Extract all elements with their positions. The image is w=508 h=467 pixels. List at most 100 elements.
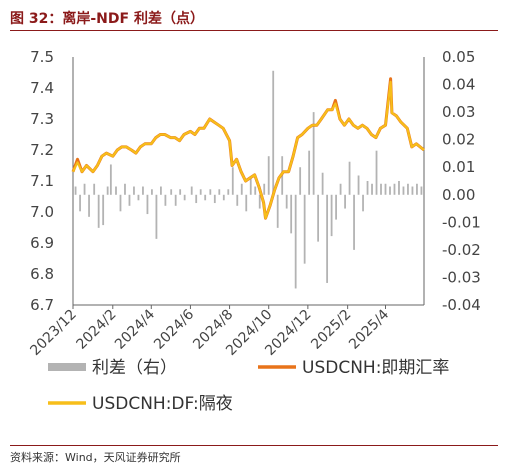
spread-bar [308,150,311,195]
legend-label: USDCNH:即期汇率 [302,358,449,378]
spread-bar [267,156,270,195]
right-tick-label: 0.04 [442,76,475,94]
title-rule [10,30,498,31]
left-tick-label: 6.7 [30,296,54,314]
spread-bar [109,164,112,195]
spread-bar [209,189,212,195]
spread-bar [190,186,193,195]
spread-bar [151,189,153,195]
spread-bar [285,194,288,209]
spread-bar [411,186,414,195]
plot-area [71,57,425,306]
spread-bar [204,194,207,201]
spread-bar [133,186,135,195]
spread-bar [272,70,275,195]
spread-bar [393,183,396,195]
spread-bar [170,189,173,195]
spread-bar [312,112,315,195]
x-tick-label: 2024/4 [112,306,158,352]
right-tick-label: 0.01 [442,158,475,176]
spread-bar [357,175,360,195]
chart-svg: 7.5 7.4 7.3 7.2 7.1 7.0 6.9 6.8 6.7 0.05 0.04 0.03… [27,48,481,414]
footer-rule [10,445,498,446]
spread-bar [231,167,234,195]
spread-bar [227,189,230,195]
spread-bar [294,194,297,289]
left-tick-label: 7.3 [30,110,54,128]
right-axis: 0.05 0.04 0.03 0.02 0.01 0.00 -0.01 -0.02 -0.03 -… [442,48,481,314]
spread-bar [222,194,225,201]
right-tick-label: 0.03 [442,103,475,121]
spread-bar [164,194,167,206]
spread-bar [97,194,100,228]
spread-bar [353,194,355,250]
spread-bar [380,183,382,195]
spread-bar [179,189,182,195]
left-tick-label: 6.8 [30,265,54,283]
spread-bar [420,186,423,195]
spread-bar [362,194,364,212]
spread-bar [276,194,279,228]
spread-bar [330,194,333,237]
left-tick-label: 7.4 [30,79,54,97]
spread-bar [74,186,77,195]
right-tick-label: 0.02 [442,131,475,149]
spread-bar [263,183,266,195]
spread-bar [213,194,216,204]
spread-bar [240,183,243,195]
spread-bar [146,194,149,215]
df-overnight-line [72,80,425,220]
x-tick-label: 2024/6 [151,306,197,352]
spread-bar [254,186,257,195]
spread-bar [236,194,239,206]
right-tick-label: -0.03 [442,268,481,286]
spread-bar [303,194,306,264]
left-tick-label: 6.9 [30,234,54,252]
spread-bar [128,194,131,206]
spread-bar [137,194,140,201]
spread-bar [348,161,351,195]
x-tick-label: 2025/2 [308,307,354,353]
spread-bar [79,194,81,212]
spread-bar [339,183,342,195]
left-tick-label: 7.1 [30,172,54,190]
spread-bar [160,186,162,195]
spread-bar [326,194,329,283]
right-tick-label: -0.01 [442,213,481,231]
figure-title: 图 32：离岸-NDF 利差（点） [10,11,204,27]
spread-bar [245,194,248,212]
spread-bar [407,183,409,195]
x-tick-label: 2024/2 [73,307,119,353]
spread-bar [317,194,320,242]
legend-swatch-spread [48,363,86,371]
spread-bar [389,186,391,195]
legend-label: USDCNH:DF:隔夜 [92,394,233,414]
spread-bar [290,194,293,234]
spread-bar [142,186,144,195]
spread-bar [249,178,252,195]
spread-bar [344,194,346,209]
left-axis: 7.5 7.4 7.3 7.2 7.1 7.0 6.9 6.8 6.7 [30,48,54,314]
spread-bar [174,194,177,206]
left-tick-label: 7.2 [30,141,54,159]
spread-bar [102,194,105,226]
x-tick-label: 2023/12 [27,307,79,359]
x-tick-label: 2025/4 [346,306,392,352]
spread-bar [115,186,117,195]
legend-label: 利差（右） [92,358,177,378]
spread-bar [335,194,337,220]
spread-bar [258,194,261,209]
left-tick-label: 7.5 [30,48,54,66]
spread-bar [321,172,324,195]
spread-bar [371,183,373,195]
right-tick-label: 0.05 [442,48,475,66]
spot-rate-line [71,77,425,220]
spread-bar [199,189,202,195]
spread-bar [124,183,126,195]
spread-bar [88,194,90,217]
spread-bar [398,181,400,195]
spread-bar [93,183,96,195]
spread-bar [416,183,418,195]
spread-bar [218,189,221,195]
spread-bar [119,194,122,212]
